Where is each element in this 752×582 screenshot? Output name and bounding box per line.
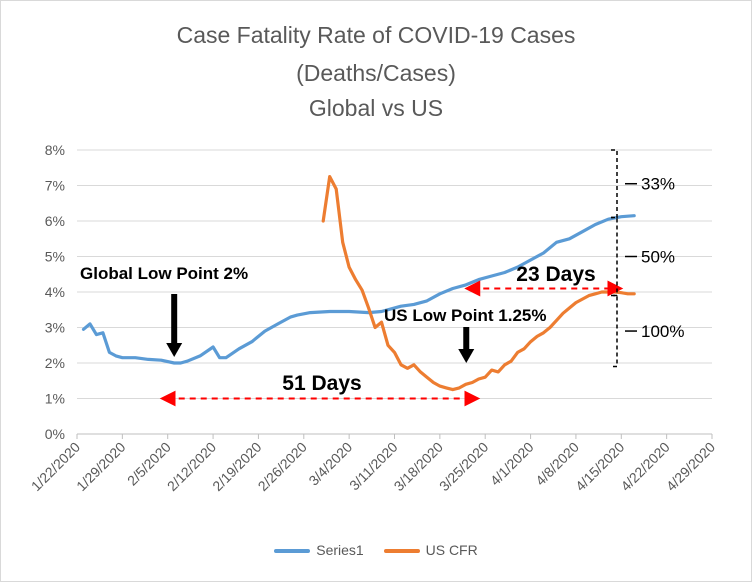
series-line-series1 (81, 214, 636, 365)
legend-label-series1: Series1 (316, 542, 364, 558)
y-tick-label: 2% (45, 355, 65, 371)
x-tick-label: 3/25/2020 (436, 439, 492, 495)
bracket-100-bracket (611, 294, 618, 368)
y-tick-label: 5% (45, 249, 65, 265)
global-low-label: Global Low Point 2% (80, 264, 248, 283)
y-tick-label: 0% (45, 426, 65, 442)
bracket-50-label: 50% (641, 248, 675, 267)
y-tick-label: 6% (45, 213, 65, 229)
us-low-arrow-head (458, 349, 475, 363)
bracket-100-label: 100% (641, 322, 684, 341)
bracket-33-bracket (611, 149, 618, 219)
y-tick-label: 3% (45, 320, 65, 336)
bracket-33-label: 33% (641, 175, 675, 194)
x-tick-label: 2/26/2020 (255, 439, 311, 495)
y-tick-label: 7% (45, 178, 65, 194)
us-low-label: US Low Point 1.25% (384, 306, 546, 325)
chart-title-line-1: Case Fatality Rate of COVID-19 Cases (176, 22, 576, 48)
x-tick-label: 4/1/2020 (487, 439, 537, 489)
legend: Series1 US CFR (0, 542, 752, 558)
y-tick-label: 1% (45, 391, 65, 407)
chart-title-line-2: (Deaths/Cases) (296, 60, 456, 86)
span-51-days-label: 51 Days (282, 372, 361, 395)
y-tick-label: 8% (45, 142, 65, 158)
legend-swatch-us-cfr (383, 549, 420, 554)
span-23-days-label: 23 Days (516, 263, 595, 286)
legend-label-us-cfr: US CFR (425, 542, 478, 558)
legend-item-us-cfr: US CFR (383, 542, 478, 558)
y-tick-label: 4% (45, 284, 65, 300)
legend-swatch-series1 (274, 549, 311, 554)
global-low-arrow-head (166, 343, 183, 357)
series-line-us-cfr (321, 175, 636, 392)
legend-item-series1: Series1 (274, 542, 364, 558)
x-tick-label: 4/29/2020 (663, 439, 719, 495)
annotations: Global Low Point 2% US Low Point 1.25% 51 … (80, 149, 684, 407)
series-lines (81, 175, 636, 392)
x-tick-label: 1/29/2020 (73, 439, 129, 495)
x-axis-ticks: 1/22/20201/29/20202/5/20202/12/20202/19/… (28, 434, 719, 495)
y-axis-ticks: 0% 1% 2% 3% 4% 5% 6% 7% 8% (45, 142, 65, 442)
chart-title-line-3: Global vs US (308, 95, 444, 121)
